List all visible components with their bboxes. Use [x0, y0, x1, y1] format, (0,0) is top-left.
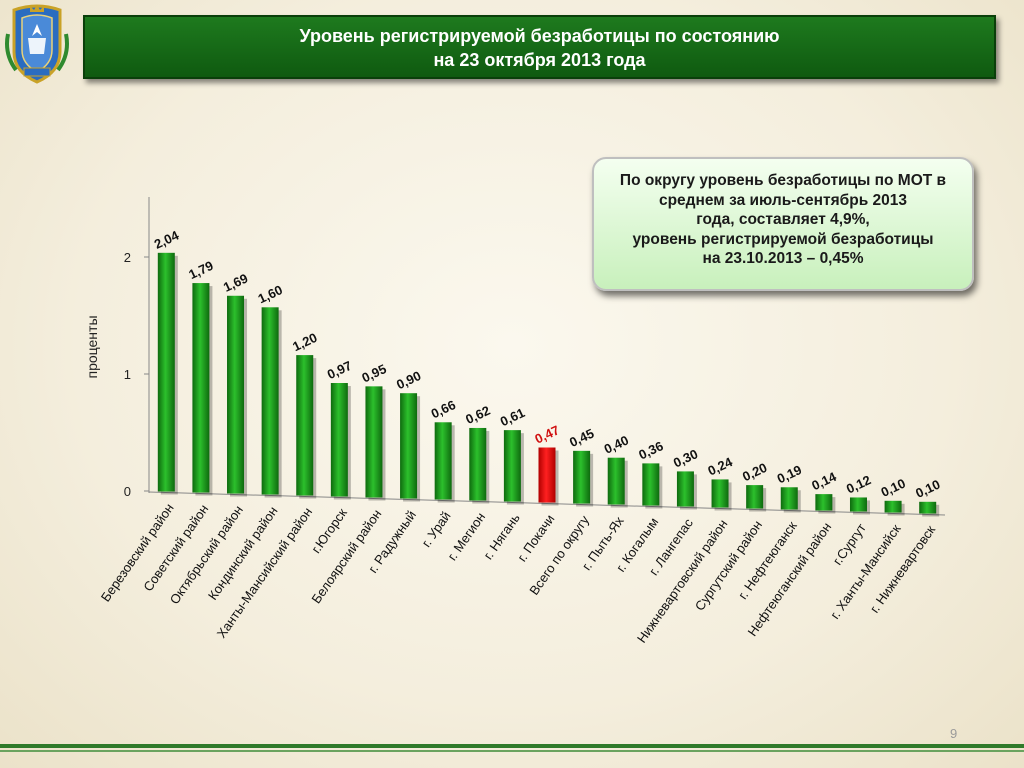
bar: [192, 283, 210, 493]
bar-value-label: 0,36: [636, 438, 665, 462]
bar: [400, 393, 418, 499]
bar-value-label: 0,62: [463, 403, 492, 427]
bar: [884, 500, 902, 513]
footer-divider: [0, 744, 1024, 748]
bar: [330, 383, 348, 497]
bar: [780, 487, 798, 510]
bar: [849, 497, 867, 512]
y-tick-label: 2: [124, 250, 131, 265]
bar: [296, 355, 314, 496]
title-line-1: Уровень регистрируемой безработицы по со…: [299, 26, 780, 46]
bar-value-label: 1,20: [290, 330, 319, 354]
y-tick-label: 1: [124, 367, 131, 382]
bar: [261, 307, 279, 495]
bar-value-label: 0,20: [740, 460, 769, 484]
bar: [642, 463, 660, 506]
bar-value-label: 1,60: [256, 282, 285, 306]
bar: [711, 479, 729, 508]
footer-divider-thin: [0, 750, 1024, 752]
bar: [503, 430, 521, 502]
bar-value-label: 0,10: [879, 476, 908, 500]
bar: [365, 386, 383, 498]
bar: [469, 427, 487, 501]
bar-highlight: [538, 447, 556, 503]
bar: [573, 450, 591, 504]
bar: [815, 494, 833, 511]
category-label: Советский район: [140, 502, 211, 595]
bar-value-label: 0,10: [913, 477, 942, 501]
coat-of-arms-icon: [5, 4, 69, 84]
bar-value-label: 1,69: [221, 271, 250, 295]
bar-value-label: 0,61: [498, 405, 527, 429]
info-line-3: года, составляет 4,9%,: [696, 211, 870, 228]
bar-value-label: 0,24: [706, 454, 736, 479]
info-line-1: По округу уровень безработицы по МОТ в: [619, 172, 947, 189]
info-line-5: на 23.10.2013 – 0,45%: [702, 250, 864, 267]
bar-value-label: 0,47: [532, 422, 561, 446]
bar-value-label: 0,40: [602, 432, 631, 456]
page-number: 9: [950, 726, 958, 741]
info-line-2: среднем за июль-сентябрь 2013: [658, 191, 908, 209]
category-label: г. Нижневартовск: [867, 522, 939, 615]
bar-chart: 0 1 2 2,041,791,69 1,601,200,97 0,95 0,900,66…: [84, 197, 946, 646]
bar: [607, 457, 625, 505]
bar-value-label: 0,12: [844, 472, 873, 496]
bar-value-label: 2,04: [152, 227, 182, 252]
y-axis-label: проценты: [84, 315, 100, 378]
bar-value-label: 0,30: [671, 446, 700, 470]
bar: [746, 485, 764, 509]
bar-value-label: 0,90: [394, 368, 423, 392]
slide-title: Уровень регистрируемой безработицы по со…: [83, 15, 996, 79]
bar-value-label: 0,14: [809, 469, 839, 494]
bar-value-label: 0,45: [567, 426, 596, 450]
bar-value-label: 0,95: [359, 361, 388, 385]
bar: [676, 471, 694, 507]
category-label: г. Урай: [419, 509, 454, 550]
title-line-2: на 23 октября 2013 года: [433, 50, 646, 70]
x-axis: [148, 491, 946, 516]
bar-value-label: 0,97: [325, 358, 354, 382]
info-line-4: уровень регистрируемой безработицы: [632, 230, 934, 248]
bar: [227, 295, 245, 494]
bar-value-label: 0,66: [429, 397, 458, 421]
bar: [157, 252, 175, 492]
bar: [434, 422, 452, 500]
info-callout: По округу уровень безработицы по МОТ в с…: [592, 157, 974, 291]
y-tick-label: 0: [124, 484, 131, 499]
bar-value-label: 0,19: [775, 462, 804, 486]
bar: [919, 501, 937, 514]
bar-value-label: 1,79: [186, 258, 215, 282]
